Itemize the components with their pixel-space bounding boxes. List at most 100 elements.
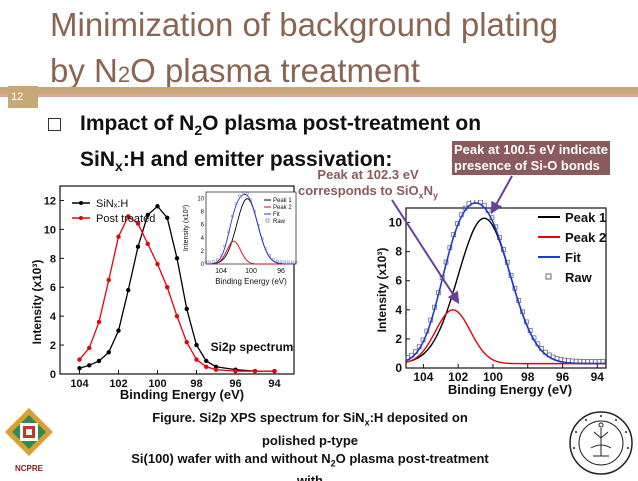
left-chart-series-2-point	[106, 277, 111, 283]
inset-ytick-label: 6	[201, 223, 205, 229]
inset-raw-point	[208, 260, 211, 264]
right-chart-xtick-label: 102	[448, 370, 468, 384]
bullet-checkbox-icon	[48, 118, 61, 131]
left-chart-series-2-point	[77, 357, 82, 362]
caption-line-3: Si(100) wafer with and without N2O plasm…	[131, 450, 489, 469]
right-chart-fit-line	[405, 202, 607, 365]
caption-line-4: with	[297, 473, 323, 481]
left-chart-series-2-point	[145, 241, 150, 247]
inset-raw-point	[212, 260, 215, 263]
annotation-sion: Peak at 102.3 eV corresponds to SiOxNy	[298, 167, 438, 204]
right-chart-xtick-label: 96	[556, 370, 570, 384]
inset-raw-point	[234, 202, 238, 205]
inset-raw-point	[227, 230, 230, 234]
right-chart-xlabel: Binding Energy (eV)	[448, 382, 572, 397]
left-chart-series-2-point	[272, 368, 277, 374]
left-chart-series-2-point	[126, 214, 131, 219]
inset-xtick-label: 96	[277, 268, 285, 275]
inset-xlabel: Binding Energy (eV)	[215, 277, 287, 286]
left-chart-series-2-point	[194, 357, 199, 362]
annotation-si-o-line2: presence of Si-O bonds	[454, 158, 600, 173]
inset-raw-point	[294, 260, 298, 264]
left-chart-series-2-point	[96, 319, 102, 325]
slide-title: Minimization of background plating by N2…	[50, 2, 630, 98]
annotation-sion-line1: Peak at 102.3 eV	[317, 167, 419, 182]
inset-ytick-label: 10	[197, 197, 204, 203]
left-chart-series-1-point	[126, 287, 131, 293]
inset-raw-point	[246, 192, 249, 195]
caption-line-1: Figure. Si2p XPS spectrum for SiNx:H dep…	[152, 410, 468, 428]
inset-xtick-label: 104	[215, 268, 227, 275]
bullet-line-2: SiNx:H and emitter passivation:	[80, 148, 393, 175]
left-chart-series-2-point	[184, 339, 189, 345]
inset-raw-point	[283, 260, 286, 264]
inset-raw-point	[204, 260, 208, 264]
left-chart-xlabel: Binding Energy (eV)	[120, 387, 244, 402]
right-chart-legend: Peak 1 Peak 2 Fit Raw	[538, 210, 606, 285]
left-chart-xtick-label: 102	[109, 378, 127, 390]
inset-ytick-label: 4	[201, 236, 205, 242]
inset-raw-point	[287, 260, 290, 264]
right-chart-frame	[405, 207, 607, 369]
right-chart-ylabel: Intensity (x10³)	[375, 248, 389, 333]
legend-peak2: Peak 2	[565, 230, 606, 245]
inset-raw-point	[264, 247, 268, 250]
figure-caption: Figure. Si2p XPS spectrum for SiNx:H dep…	[60, 409, 560, 481]
right-chart-ytick-label: 8	[395, 245, 402, 259]
legend-fit: Fit	[565, 250, 582, 265]
left-chart-legend: SiNₓ:H Post treated	[72, 198, 155, 225]
inset-raw-point	[257, 223, 260, 227]
inset-raw-point	[268, 254, 271, 257]
annotation-sion-line2: corresponds to SiOxNy	[298, 183, 439, 201]
inset-raw-point	[238, 194, 241, 198]
inset-legend: Peak 1 Peak 2 Fit Raw	[264, 198, 292, 225]
inset-raw-point	[261, 237, 264, 240]
left-chart-series-1-point	[87, 363, 92, 368]
right-chart-ytick-label: 10	[389, 216, 403, 230]
title-line-2: by N2O plasma treatment	[50, 52, 420, 89]
left-chart-ytick-label: 8	[50, 253, 56, 265]
inset-raw-point	[279, 260, 283, 263]
inset-raw-point	[249, 198, 253, 201]
inset-raw-point	[291, 260, 294, 264]
left-chart-series-2-point	[116, 234, 121, 239]
right-chart-xtick-label: 98	[521, 370, 535, 384]
inset-raw-point	[219, 254, 223, 257]
inset-ytick-label: 2	[201, 249, 205, 255]
legend-raw: Raw	[565, 270, 593, 285]
left-chart-series-2-point	[233, 368, 238, 374]
inset-ytick-label: 8	[201, 210, 205, 216]
left-chart-series-1-point	[174, 256, 180, 261]
inset-raw-point	[253, 209, 256, 213]
left-chart-xtick-label: 94	[268, 378, 281, 390]
left-chart-xtick-label: 96	[229, 378, 241, 390]
left-chart-series-2-point	[213, 367, 219, 372]
caption-line-2: polished p-type	[261, 432, 359, 448]
right-chart-xtick-label: 100	[483, 370, 503, 384]
right-chart-ytick-label: 4	[395, 303, 402, 317]
left-chart-xtick-label: 104	[70, 378, 89, 390]
left-chart-series-2-point	[204, 364, 209, 369]
left-chart-series-1-point	[106, 350, 111, 355]
inset-fit-line	[205, 193, 297, 265]
left-chart-ytick-label: 4	[50, 311, 57, 323]
annotation-si-o: Peak at 100.5 eV indicate presence of Si…	[452, 141, 610, 175]
left-chart-ytick-label: 10	[44, 224, 56, 236]
inset-raw-point	[231, 214, 234, 218]
inset-ytick-label: 0	[201, 262, 205, 268]
left-chart-series-1-point	[77, 366, 82, 371]
inset-xtick-label: 100	[245, 268, 257, 275]
inset-legend-raw: Raw	[273, 219, 286, 225]
slide-number: 12	[8, 86, 38, 108]
legend-peak1: Peak 1	[565, 210, 606, 225]
iit-bombay-emblem	[569, 411, 633, 475]
left-chart-series-1-point	[116, 328, 121, 333]
left-chart-series-1-point	[135, 244, 141, 249]
right-chart-ytick-label: 0	[395, 361, 402, 375]
left-chart-xtick-label: 98	[190, 378, 202, 390]
inset-raw-point	[272, 257, 275, 261]
left-chart-ytick-label: 0	[50, 369, 56, 381]
left-chart-series-1-point	[96, 358, 102, 364]
